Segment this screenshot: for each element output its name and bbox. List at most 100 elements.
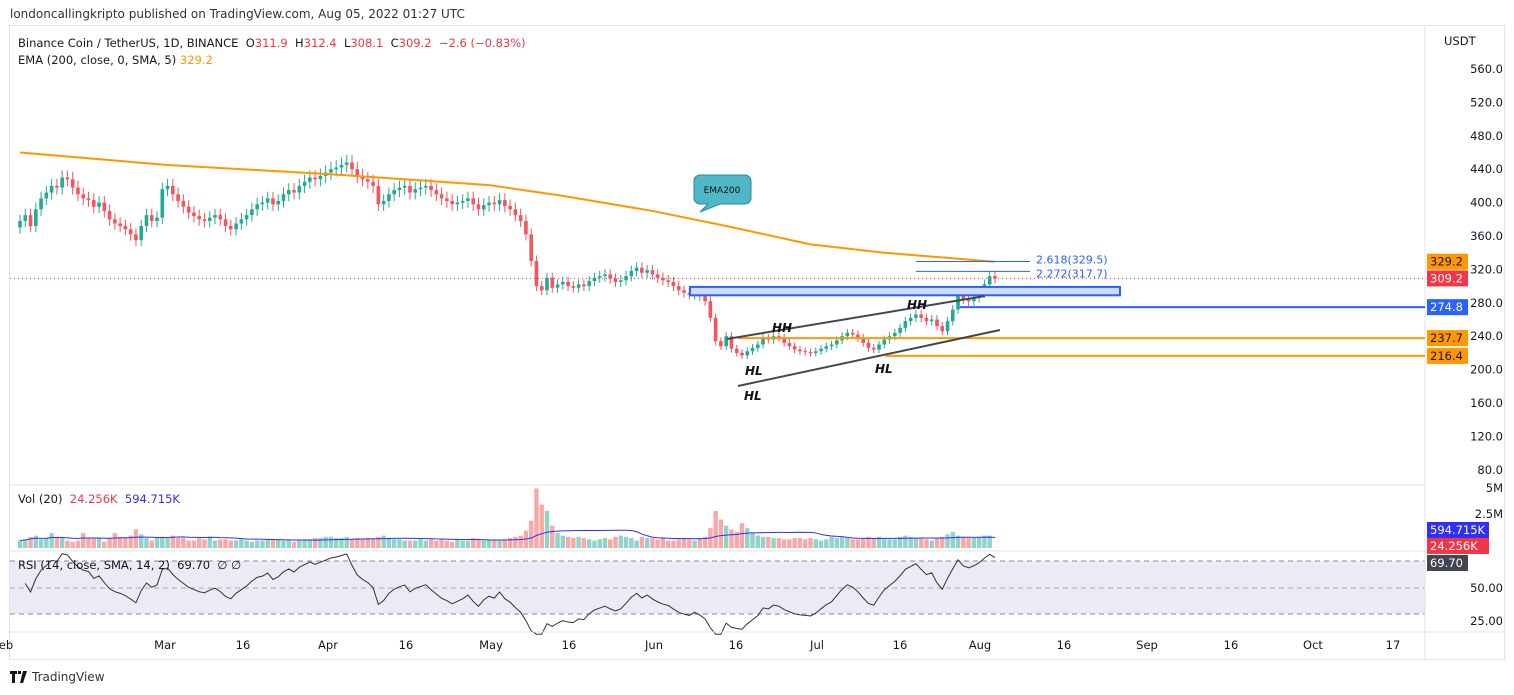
volume-bar	[59, 538, 65, 548]
candle-body	[524, 220, 528, 235]
candle-body	[434, 190, 439, 195]
ema200-callout[interactable]	[693, 174, 752, 213]
volume-bar	[760, 536, 766, 548]
resistance-zone[interactable]	[689, 285, 1121, 297]
volume-bar	[128, 535, 133, 548]
candle-body	[70, 179, 75, 188]
candle-body	[413, 189, 418, 193]
candle-body	[497, 200, 502, 205]
candle-body	[192, 212, 196, 216]
price-tag-text: 329.2	[1430, 255, 1463, 269]
candle-body	[171, 185, 175, 195]
time-tick: Jun	[644, 638, 663, 652]
volume-bar	[413, 540, 418, 548]
volume-bar	[855, 539, 861, 548]
volume-bar	[196, 538, 202, 548]
candle-body	[397, 187, 402, 191]
volume-bar	[586, 539, 592, 548]
price-tick: 520.0	[1470, 95, 1503, 109]
candle-body	[534, 261, 539, 287]
volume-bar	[355, 538, 360, 548]
candle-body	[18, 220, 22, 228]
volume-legend[interactable]: Vol (20) 24.256K 594.715K	[18, 492, 180, 506]
ema-legend-label[interactable]: EMA (200, close, 0, SMA, 5)	[18, 53, 177, 67]
price-tag-text: 69.70	[1430, 556, 1463, 570]
volume-bar	[154, 538, 160, 548]
volume-bar	[592, 540, 597, 548]
candle-body	[202, 219, 207, 221]
volume-bar	[318, 538, 323, 548]
candle-body	[445, 198, 449, 201]
volume-bar	[681, 538, 687, 548]
candle-body	[265, 198, 270, 203]
price-tag	[1427, 522, 1489, 538]
upper-trendline[interactable]	[726, 295, 986, 340]
candle-body	[423, 185, 428, 188]
volume-bar	[492, 539, 497, 548]
volume-bar	[23, 539, 28, 548]
volume-bar	[544, 510, 550, 548]
candle-body	[286, 190, 291, 195]
tradingview-footer[interactable]: TradingView	[10, 670, 105, 684]
volume-bar	[117, 536, 123, 548]
time-tick: Mar	[154, 638, 176, 652]
candle-body	[408, 185, 412, 193]
volume-bar	[249, 541, 255, 548]
candle-body	[835, 340, 839, 345]
volume-bar	[571, 538, 576, 548]
volume-bar	[623, 536, 629, 548]
candle-body	[513, 209, 518, 216]
price-tick: 80.0	[1477, 463, 1503, 477]
candle-body	[929, 319, 934, 322]
candle-body	[402, 185, 407, 188]
volume-bar	[650, 538, 655, 548]
volume-bar	[307, 539, 313, 548]
candle-body	[460, 200, 465, 203]
time-tick: Jul	[809, 638, 824, 652]
volume-bar	[28, 536, 33, 548]
candle-body	[155, 217, 159, 221]
candle-body	[877, 344, 881, 350]
ema200-line	[19, 151, 996, 263]
volume-bar	[676, 539, 681, 548]
candle-body	[940, 326, 945, 332]
candle-body	[60, 177, 64, 188]
volume-bar	[218, 539, 223, 548]
candle-body	[724, 336, 728, 347]
volume-bar	[866, 536, 871, 548]
drawings[interactable]: 2.618(329.5) 2.272(317.7) HH HH HL HL HL…	[10, 174, 1425, 403]
lower-trendline[interactable]	[737, 329, 1001, 387]
volume-bar	[955, 535, 961, 548]
volume-bar	[897, 536, 903, 548]
volume-bar	[718, 519, 724, 548]
volume-bar	[270, 539, 276, 548]
rsi-legend[interactable]: RSI (14, close, SMA, 14, 2) 69.70 ∅ ∅	[18, 558, 241, 572]
candle-body	[239, 219, 244, 224]
time-tick: 17	[1386, 638, 1401, 652]
candle-body	[518, 215, 523, 221]
candle-body	[118, 223, 122, 226]
volume-bar	[428, 539, 434, 548]
volume-bar	[913, 538, 919, 548]
candle-body	[144, 215, 149, 226]
volume-bar	[971, 538, 977, 548]
candle-body	[634, 267, 639, 272]
volume-tick: 2.5M	[1475, 507, 1503, 521]
price-tick: 280.0	[1470, 296, 1503, 310]
volume-bar	[486, 539, 492, 548]
volume-bar	[286, 540, 291, 548]
volume-bar	[518, 535, 523, 548]
candle-body	[824, 346, 829, 349]
volume-bar	[961, 536, 966, 548]
candle-body	[914, 314, 918, 318]
volume-bar	[86, 538, 91, 548]
candle-body	[302, 181, 307, 186]
volume-bar	[829, 536, 834, 548]
candle-body	[476, 204, 481, 210]
time-tick: 16	[562, 638, 577, 652]
price-tick: 440.0	[1470, 162, 1503, 176]
candle-body	[450, 200, 454, 205]
price-tick: 560.0	[1470, 62, 1503, 76]
candle-body	[271, 198, 275, 205]
